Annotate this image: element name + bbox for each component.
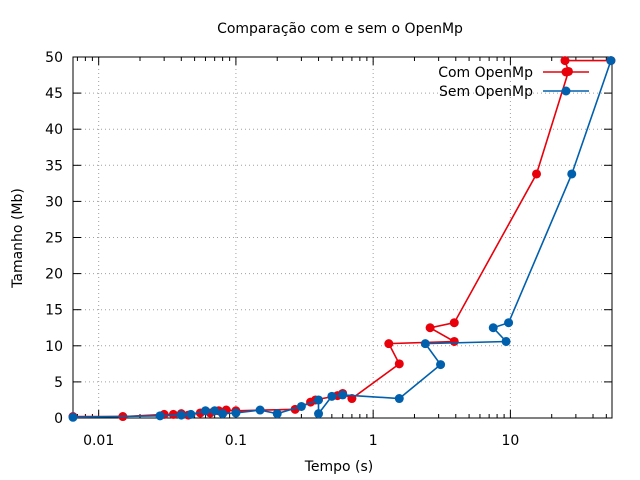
legend-label: Com OpenMp xyxy=(438,65,533,81)
y-tick-label: 40 xyxy=(45,122,63,138)
legend-swatch-marker xyxy=(561,67,571,77)
data-point xyxy=(449,318,459,328)
x-tick-label: 10 xyxy=(501,433,519,449)
data-point xyxy=(231,408,241,418)
legend-entry: Sem OpenMp xyxy=(439,84,589,100)
data-point xyxy=(532,169,542,179)
data-point xyxy=(384,339,394,349)
data-point xyxy=(327,391,337,401)
data-point xyxy=(168,409,178,419)
data-point xyxy=(200,406,210,416)
data-point xyxy=(567,169,577,179)
legend-entry: Com OpenMp xyxy=(438,65,589,81)
y-tick-label: 10 xyxy=(45,339,63,355)
data-point xyxy=(560,56,570,66)
y-tick-label: 20 xyxy=(45,267,63,283)
series-line xyxy=(72,60,612,419)
data-point xyxy=(186,409,196,419)
data-point xyxy=(501,336,511,346)
y-tick-label: 5 xyxy=(54,375,63,391)
data-point xyxy=(488,323,498,333)
series-1 xyxy=(68,56,616,422)
data-point xyxy=(68,412,78,422)
data-point xyxy=(420,339,430,349)
data-point xyxy=(255,405,265,415)
data-point xyxy=(606,56,616,66)
data-point xyxy=(425,323,435,333)
axes: 0 5 10 15 20 25 30 35 40 45 50 0.01 0.1 1 10 xyxy=(45,50,613,449)
data-point xyxy=(272,409,282,419)
data-point xyxy=(449,336,459,346)
data-point xyxy=(338,390,348,400)
legend-swatch-marker xyxy=(561,86,571,96)
y-tick-label: 45 xyxy=(45,86,63,102)
data-point xyxy=(394,394,404,404)
x-tick-label: 0.1 xyxy=(225,433,247,449)
data-point xyxy=(314,395,324,405)
chart-title: Comparação com e sem o OpenMp xyxy=(217,21,463,37)
series-group xyxy=(68,56,616,422)
data-point xyxy=(218,409,228,419)
y-tick-label: 35 xyxy=(45,158,63,174)
y-tick-label: 0 xyxy=(54,411,63,427)
data-point xyxy=(210,406,220,416)
y-tick-label: 25 xyxy=(45,231,63,247)
data-point xyxy=(314,409,324,419)
x-tick-label: 1 xyxy=(369,433,378,449)
plot-frame xyxy=(72,56,613,419)
data-point xyxy=(504,318,514,328)
data-point xyxy=(155,411,165,421)
data-point xyxy=(394,359,404,369)
series-2 xyxy=(68,56,616,422)
grid xyxy=(73,57,612,418)
y-tick-label: 30 xyxy=(45,194,63,210)
legend: Com OpenMp Sem OpenMp xyxy=(438,65,589,100)
data-point xyxy=(176,410,186,420)
data-point xyxy=(436,360,446,370)
x-tick-label: 0.01 xyxy=(83,433,114,449)
series-line xyxy=(73,59,611,418)
y-tick-label: 15 xyxy=(45,303,63,319)
data-point xyxy=(296,401,306,411)
legend-label: Sem OpenMp xyxy=(439,84,533,100)
y-axis-label: Tamanho (Mb) xyxy=(10,188,26,289)
x-axis-label: Tempo (s) xyxy=(304,459,374,475)
y-tick-label: 50 xyxy=(45,50,63,66)
